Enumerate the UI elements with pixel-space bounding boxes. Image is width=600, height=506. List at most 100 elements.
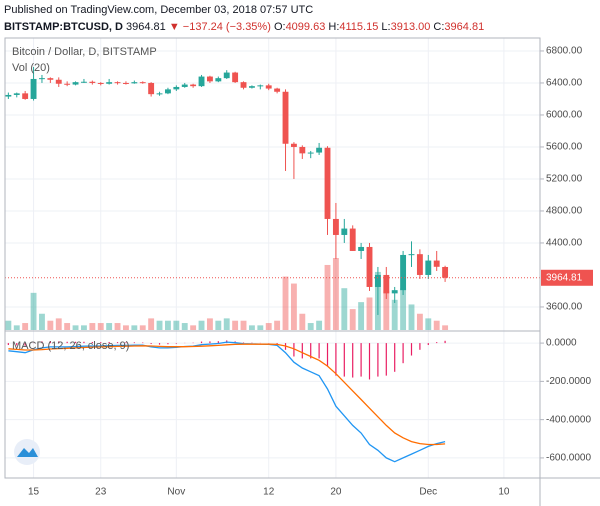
histogram-bar bbox=[419, 343, 421, 350]
histogram-bar bbox=[41, 341, 43, 344]
histogram-bar bbox=[7, 343, 9, 346]
volume-bar bbox=[257, 325, 264, 330]
close-label: C: bbox=[433, 21, 444, 33]
candle-body bbox=[89, 81, 96, 83]
candle-body bbox=[114, 82, 121, 84]
marks bbox=[5, 66, 540, 463]
volume-bar bbox=[349, 309, 356, 330]
candle-body bbox=[316, 147, 323, 153]
histogram-bar bbox=[242, 342, 245, 344]
candle-body bbox=[341, 228, 348, 235]
volume-bar bbox=[81, 325, 87, 330]
candle-body bbox=[400, 254, 407, 291]
candle-body bbox=[55, 79, 62, 84]
candle-body bbox=[215, 78, 222, 82]
symbol: BITSTAMP:BTCUSD, D bbox=[4, 21, 123, 33]
logo bbox=[14, 439, 40, 465]
open-label: O: bbox=[274, 21, 286, 33]
volume-bar bbox=[164, 320, 171, 330]
volume-bar bbox=[332, 258, 339, 330]
volume-bar bbox=[416, 313, 423, 330]
histogram-bar bbox=[310, 343, 312, 359]
volume-bar bbox=[290, 283, 297, 330]
volume-bar bbox=[299, 313, 306, 330]
last: 3964.81 bbox=[126, 21, 166, 33]
volume-bar bbox=[391, 299, 398, 330]
y-tick-label: 5200.00 bbox=[546, 174, 583, 185]
candle-body bbox=[265, 85, 272, 89]
candle-body bbox=[433, 260, 440, 267]
candle-body bbox=[274, 88, 281, 92]
y-tick-label: 0.0000 bbox=[546, 338, 577, 349]
volume-bar bbox=[5, 320, 12, 330]
histogram-bar bbox=[360, 343, 362, 377]
volume-bar bbox=[39, 313, 45, 330]
volume-bar bbox=[181, 323, 188, 330]
candle-body bbox=[425, 260, 432, 275]
histogram-bar bbox=[293, 343, 295, 357]
y-tick-label: 3600.00 bbox=[546, 302, 583, 313]
histogram-bar bbox=[24, 343, 26, 346]
candle-body bbox=[47, 78, 54, 80]
volume-bar bbox=[215, 320, 222, 330]
x-tick-label: 15 bbox=[28, 487, 40, 498]
candle-body bbox=[123, 82, 129, 84]
change: ▼ −137.24 (−3.35%) bbox=[169, 21, 271, 33]
histogram-bar bbox=[100, 342, 102, 344]
volume-bar bbox=[47, 320, 54, 330]
volume-bar bbox=[206, 318, 213, 330]
volume-bar bbox=[123, 325, 129, 330]
volume-bar bbox=[341, 288, 348, 330]
histogram-bar bbox=[200, 341, 203, 344]
candle-body bbox=[13, 93, 20, 95]
histogram-bar bbox=[158, 343, 161, 345]
histogram-bar bbox=[276, 343, 278, 345]
volume-bar bbox=[173, 320, 180, 330]
histogram-bar bbox=[427, 343, 429, 346]
histogram-bar bbox=[108, 341, 110, 344]
candle-body bbox=[39, 78, 45, 80]
grid bbox=[5, 38, 540, 478]
pane-title: Bitcoin / Dollar, D, BITSTAMP bbox=[12, 46, 157, 58]
histogram-bar bbox=[74, 341, 77, 344]
volume-bar bbox=[366, 297, 373, 330]
high-label: H: bbox=[328, 21, 339, 33]
candle-body bbox=[156, 93, 163, 95]
candle-body bbox=[442, 266, 449, 278]
histogram-bar bbox=[385, 343, 387, 376]
volume-bar bbox=[13, 325, 20, 330]
histogram-bar bbox=[394, 343, 396, 372]
volume-bar bbox=[425, 318, 432, 330]
candle-body bbox=[232, 72, 239, 83]
volume-bar bbox=[358, 302, 365, 330]
candle-body bbox=[223, 72, 230, 79]
histogram-bar bbox=[66, 341, 68, 344]
y-tick-label: 5600.00 bbox=[546, 142, 583, 153]
y-tick-label: 6400.00 bbox=[546, 78, 583, 89]
volume-bar bbox=[198, 320, 205, 330]
candle-body bbox=[408, 254, 415, 256]
candle-body bbox=[173, 86, 180, 90]
close: 3964.81 bbox=[444, 21, 484, 33]
candle-body bbox=[240, 82, 247, 88]
y-tick-label: -600.0000 bbox=[546, 453, 591, 464]
volume-bar bbox=[408, 304, 415, 330]
candle-body bbox=[164, 89, 171, 94]
histogram-bar bbox=[335, 343, 337, 376]
histogram-bar bbox=[142, 342, 144, 344]
histogram-bar bbox=[444, 340, 446, 344]
macd-title: MACD (12, 26, close, 9) bbox=[12, 340, 129, 352]
volume-bar bbox=[114, 323, 121, 330]
macd-line bbox=[8, 341, 446, 463]
volume-title: Vol (20) bbox=[12, 62, 50, 74]
volume-bar bbox=[30, 292, 37, 330]
candle-body bbox=[383, 274, 390, 294]
histogram-bar bbox=[402, 343, 404, 364]
candle-body bbox=[366, 246, 373, 287]
x-tick-label: 20 bbox=[330, 487, 342, 498]
histogram-bar bbox=[167, 343, 169, 345]
histogram-bar bbox=[16, 343, 18, 346]
volume-bar bbox=[232, 320, 239, 330]
